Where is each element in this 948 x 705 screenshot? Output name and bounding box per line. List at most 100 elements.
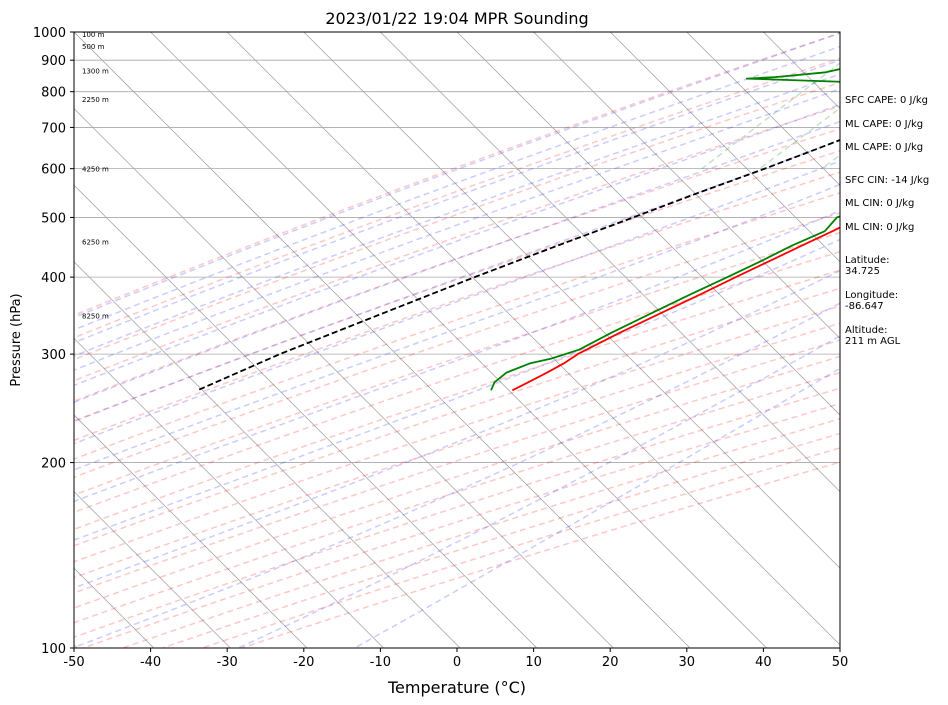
y-tick-label: 100 xyxy=(41,642,66,657)
y-axis-label: Pressure (hPa) xyxy=(9,293,24,386)
isotherm-line xyxy=(74,261,461,648)
height-label: 500 m xyxy=(82,43,105,51)
longitude-value: -86.647 xyxy=(845,301,884,312)
isotherm-line xyxy=(74,414,308,648)
dewpoint-line xyxy=(490,68,840,391)
x-tick-label: -20 xyxy=(293,655,314,670)
moist-adiabat-line xyxy=(74,73,840,357)
y-tick-label: 200 xyxy=(41,457,66,472)
ml-cape-label: ML CAPE: 0 J/kg xyxy=(845,119,924,130)
height-label: 4250 m xyxy=(82,166,109,174)
x-axis-label: Temperature (°C) xyxy=(387,678,526,697)
dry-adiabat-line xyxy=(74,231,840,496)
ml-cin-label: ML CIN: 0 J/kg xyxy=(845,198,915,209)
moist-adiabat-line xyxy=(74,32,840,319)
moist-adiabat-line xyxy=(74,139,840,423)
moist-adiabat-line xyxy=(74,120,840,404)
moist-adiabat-line xyxy=(237,335,840,648)
moist-adiabat-line xyxy=(74,45,840,331)
ml-cin-label-2: ML CIN: 0 J/kg xyxy=(845,222,915,233)
moist-adiabat-line xyxy=(74,103,840,387)
dry-adiabat-line xyxy=(74,305,840,563)
isotherm-line xyxy=(380,32,840,493)
x-tick-label: 10 xyxy=(525,655,542,670)
dry-adiabat-line xyxy=(74,355,840,609)
dry-adiabat-line xyxy=(74,250,840,514)
x-tick-label: 0 xyxy=(453,655,461,670)
x-tick-label: 20 xyxy=(602,655,619,670)
moist-adiabat-line xyxy=(74,238,840,541)
y-tick-label: 900 xyxy=(41,54,66,69)
height-label: 2250 m xyxy=(82,96,109,104)
background-lines xyxy=(0,32,840,648)
isotherm-line xyxy=(303,32,840,569)
y-tick-label: 700 xyxy=(41,121,66,136)
dry-adiabat-line xyxy=(74,287,840,547)
height-label: 6250 m xyxy=(82,239,109,247)
height-labels: 100 m 500 m 1300 m 2250 m 4250 m 6250 m 8250 m xyxy=(82,31,109,320)
latitude-label: Latitude: xyxy=(845,255,890,266)
y-tick-label: 400 xyxy=(41,271,66,286)
x-tick-label: -10 xyxy=(370,655,391,670)
temperature-line xyxy=(511,226,840,392)
isotherm-line xyxy=(74,184,538,648)
isotherm-line xyxy=(74,491,231,648)
sfc-cape-label: SFC CAPE: 0 J/kg xyxy=(845,95,928,106)
isotherm-line xyxy=(609,32,840,263)
dry-adiabat-line xyxy=(74,192,840,460)
y-tick-label: 1000 xyxy=(33,26,66,41)
moist-adiabat-line xyxy=(74,183,840,471)
dry-adiabat-line xyxy=(162,432,840,648)
x-tick-label: 40 xyxy=(755,655,772,670)
dry-adiabat-line xyxy=(74,322,840,579)
y-tick-label: 300 xyxy=(41,348,66,363)
altitude-value: 211 m AGL xyxy=(845,336,901,347)
dry-adiabat-line xyxy=(74,81,840,361)
dry-adiabat-line xyxy=(74,371,840,624)
dry-adiabat-line xyxy=(74,269,840,531)
height-label: 8250 m xyxy=(82,313,109,321)
height-label: 100 m xyxy=(82,31,105,39)
sfc-cin-label: SFC CIN: -14 J/kg xyxy=(845,175,930,186)
height-label: 1300 m xyxy=(82,68,109,76)
dry-adiabat-line xyxy=(74,57,840,339)
y-tick-label: 600 xyxy=(41,163,66,178)
dry-adiabat-line xyxy=(74,32,840,316)
ml-cape-label-2: ML CAPE: 0 J/kg xyxy=(845,142,924,153)
dry-adiabat-line xyxy=(74,339,840,594)
x-tick-label: 30 xyxy=(679,655,696,670)
altitude-label: Altitude: xyxy=(845,325,888,336)
y-axis-ticks: 100 200 300 400 500 600 700 800 900 1000 xyxy=(33,26,74,657)
moist-adiabat-line xyxy=(74,209,840,503)
dry-adiabat-line xyxy=(74,212,840,479)
moist-adiabat-line xyxy=(74,302,840,648)
dry-adiabat-line xyxy=(74,149,840,422)
isotherm-line xyxy=(226,32,840,646)
isotherm-line xyxy=(0,32,1,648)
x-axis-ticks: -50 -40 -30 -20 -10 0 10 20 30 40 50 xyxy=(63,648,848,670)
y-tick-label: 500 xyxy=(41,211,66,226)
moist-adiabat-line xyxy=(74,269,840,589)
x-tick-label: -50 xyxy=(63,655,84,670)
isotherm-line xyxy=(74,108,614,648)
dry-adiabat-line xyxy=(74,127,840,402)
y-tick-label: 800 xyxy=(41,86,66,101)
dry-adiabat-line xyxy=(241,461,840,648)
dry-adiabat-line xyxy=(74,171,840,442)
isotherm-line xyxy=(74,32,691,648)
mixing-ratio-line xyxy=(759,107,840,170)
isotherm-line xyxy=(150,32,767,648)
dry-adiabat-line xyxy=(74,105,840,382)
latitude-value: 34.725 xyxy=(845,266,880,277)
moist-adiabat-line xyxy=(74,160,840,445)
chart-title: 2023/01/22 19:04 MPR Sounding xyxy=(325,9,588,28)
moist-adiabat-line xyxy=(74,88,840,371)
isotherm-line xyxy=(456,32,840,416)
isotherm-line xyxy=(74,337,384,648)
isotherm-line xyxy=(533,32,840,339)
x-tick-label: -40 xyxy=(140,655,161,670)
x-tick-label: -30 xyxy=(217,655,238,670)
isotherm-line xyxy=(686,32,840,186)
longitude-label: Longitude: xyxy=(845,290,899,301)
